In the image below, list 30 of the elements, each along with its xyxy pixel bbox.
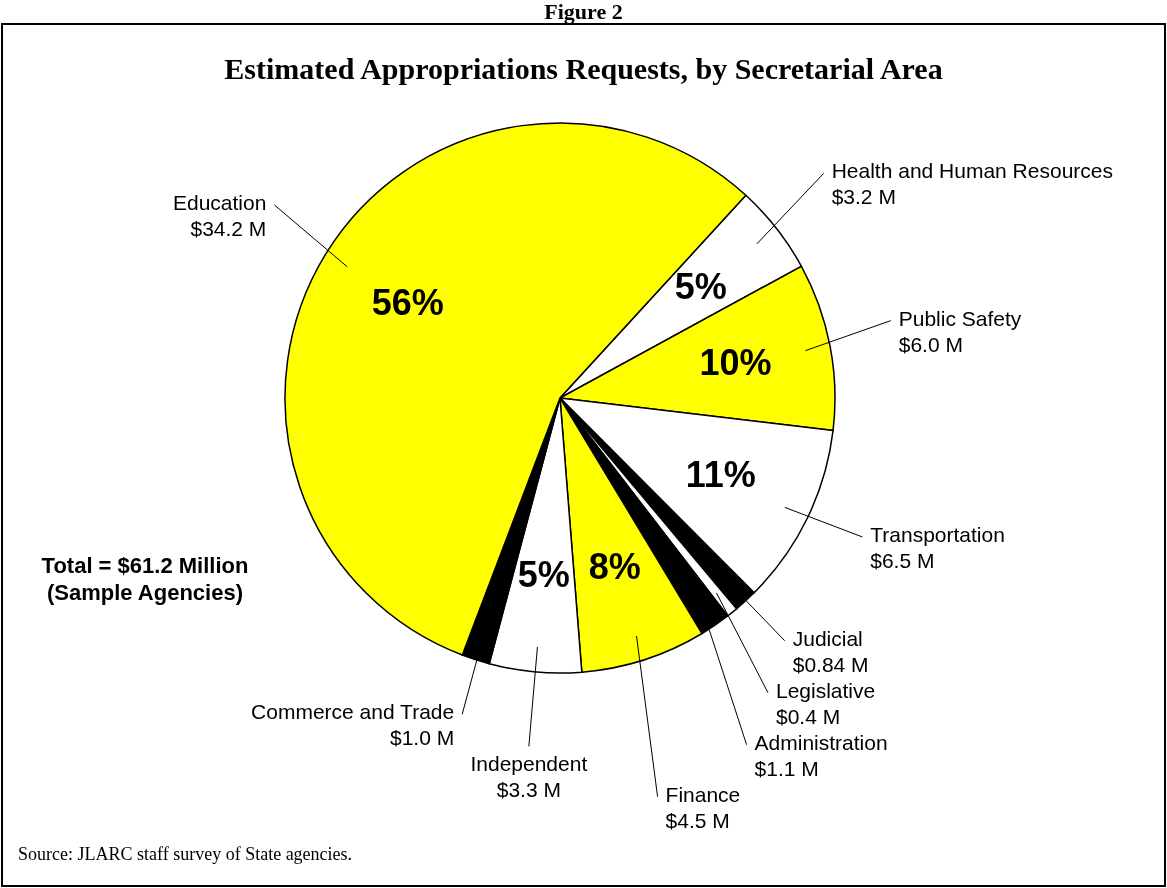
text: Total = $61.2 Million (Sample Agencies): [41, 553, 249, 605]
data-label: $34.2 M: [190, 216, 267, 240]
data-label: $6.5 M: [870, 548, 935, 572]
slice-label: Administration: [754, 730, 888, 754]
slice-label: Finance: [665, 782, 741, 806]
data-label: $3.3 M: [496, 778, 561, 802]
data-label: $3.2 M: [831, 185, 896, 209]
slice-label: Education: [172, 190, 267, 214]
text: 8%: [588, 546, 641, 588]
text: 56%: [371, 282, 444, 324]
slice-label: Public Safety: [898, 306, 1022, 330]
data-label: $1.0 M: [389, 726, 455, 750]
data-label: $0.4 M: [775, 704, 841, 728]
slice-label: Health and Human Resources: [831, 159, 1114, 183]
slice-label: Independent: [470, 752, 588, 776]
data-label: $6.0 M: [898, 332, 963, 356]
caption: Figure 2: [544, 0, 623, 24]
data-label: $4.5 M: [665, 808, 730, 832]
chart-title: Estimated Appropriations Requests, by Secretarial Area: [224, 52, 943, 85]
data-label: $0.84 M: [792, 652, 869, 676]
text: 5%: [674, 265, 727, 307]
slice-label: Legislative: [775, 678, 876, 702]
slice-label: Commerce and Trade: [251, 700, 455, 724]
slice-label: Transportation: [870, 522, 1005, 546]
text: 5%: [517, 554, 570, 596]
text: 10%: [699, 342, 772, 384]
data-label: $1.1 M: [754, 756, 819, 780]
slice-label: Judicial: [792, 626, 863, 650]
source-note: Source: JLARC staff survey of State agencies.: [18, 844, 353, 864]
text: 11%: [685, 454, 756, 496]
